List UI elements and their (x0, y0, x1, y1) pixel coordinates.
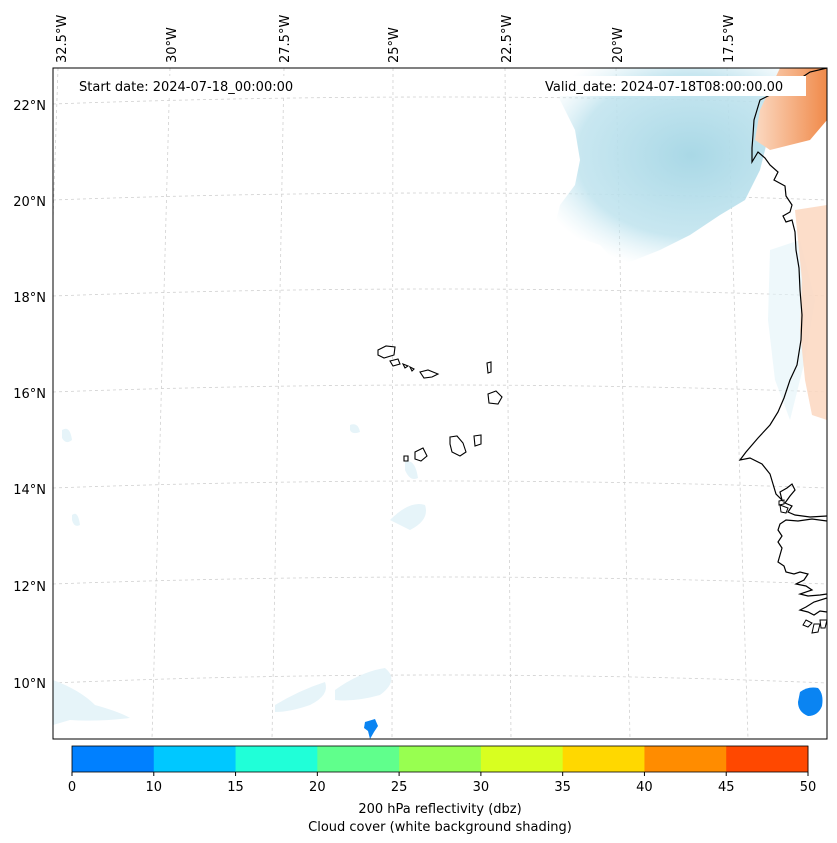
colorbar-tick-label: 40 (636, 780, 653, 795)
colorbar-swatch (153, 746, 237, 772)
gridline-lat-12 (53, 576, 827, 585)
gridline-lat-22 (53, 96, 827, 105)
start-date-box (74, 76, 312, 96)
gridlines (53, 68, 827, 739)
colorbar-label-line2: Cloud cover (white background shading) (308, 820, 572, 835)
colorbar-tick-label: 50 (800, 780, 817, 795)
island-maio (473, 434, 482, 447)
colorbar-swatch (399, 746, 482, 772)
gridline-lat-18 (53, 288, 827, 297)
lon-label-22-5: 22.5°W (500, 15, 515, 63)
gridline-lon-20 (615, 68, 631, 739)
map-border (52, 67, 828, 740)
colorbar-swatches (72, 746, 809, 772)
colorbar-tick-label: 0 (68, 780, 76, 795)
colorbar-tick-label: 30 (473, 780, 490, 795)
colorbar-label-line1: 200 hPa reflectivity (dbz) (358, 802, 521, 817)
coastline-bay (779, 504, 789, 514)
coastline-guinea (798, 597, 827, 616)
island-brava (403, 455, 409, 462)
lon-label-20: 20°W (611, 27, 626, 63)
lat-label-18: 18°N (13, 291, 46, 306)
colorbar-tick-label: 45 (718, 780, 735, 795)
valid-date-box (540, 76, 806, 96)
start-date-label: Start date: 2024-07-18_00:00:00 (79, 80, 293, 95)
lat-label-22: 22°N (13, 99, 46, 114)
cape-verde-islands (377, 345, 503, 462)
colorbar-border (71, 745, 809, 773)
island-sal (486, 361, 492, 374)
gridline-lat-10 (53, 674, 827, 684)
latitude-labels: 22°N 20°N 18°N 16°N 14°N 12°N 10°N (13, 99, 46, 692)
colorbar-swatch (72, 746, 155, 772)
colorbar-tick-label: 25 (391, 780, 408, 795)
colorbar-tick-label: 10 (146, 780, 163, 795)
colorbar-swatch (317, 746, 400, 772)
island-santa-luzia (401, 362, 410, 369)
island-santo-antao (377, 345, 396, 359)
colorbar-swatch (644, 746, 727, 772)
island-boa-vista (487, 390, 503, 405)
coastline-islet (778, 499, 785, 506)
lon-label-32-5: 32.5°W (55, 15, 70, 63)
lat-label-16: 16°N (13, 387, 46, 402)
coastline-south (777, 518, 827, 597)
island-sao-nicolau-main (419, 369, 440, 379)
lon-label-27-5: 27.5°W (278, 15, 293, 63)
colorbar-swatch (480, 746, 564, 772)
longitude-labels: 32.5°W 30°W 27.5°W 25°W 22.5°W 20°W 17.5… (55, 15, 737, 63)
lon-label-30: 30°W (165, 27, 180, 63)
island-sao-vicente (389, 358, 401, 367)
faint-cloud-wisps (53, 424, 426, 725)
lat-label-10: 10°N (13, 677, 46, 692)
colorbar-tick-label: 35 (554, 780, 571, 795)
colorbar-tick-label: 15 (227, 780, 244, 795)
island-santiago (449, 435, 467, 457)
gridline-lon-22-5 (504, 68, 512, 739)
gridline-lon-30 (151, 68, 171, 739)
lat-label-20: 20°N (13, 195, 46, 210)
colorbar-swatch (235, 746, 318, 772)
gridline-lon-17-5 (726, 68, 749, 739)
gridline-lat-20 (53, 192, 827, 201)
lon-label-17-5: 17.5°W (722, 15, 737, 63)
gridline-lat-14 (53, 480, 827, 489)
colorbar-ticks: 0 10 15 20 25 30 35 40 45 50 (68, 772, 816, 795)
lon-label-25: 25°W (387, 27, 402, 63)
coastline-bijagos (802, 619, 827, 634)
gridline-lon-27-5 (271, 68, 285, 739)
lat-label-12: 12°N (13, 580, 46, 595)
warm-shading-coast (795, 205, 827, 420)
reflectivity-blob-south (364, 719, 378, 739)
reflectivity-blob-southeast (798, 687, 823, 716)
valid-date-label: Valid_date: 2024-07-18T08:00:00.00 (545, 80, 783, 95)
colorbar: 0 10 15 20 25 30 35 40 45 50 200 hPa reflectivity… (68, 745, 816, 835)
island-fogo (414, 447, 428, 462)
gridline-lon-25 (391, 68, 394, 739)
african-coastline (738, 68, 827, 518)
colorbar-tick-label: 20 (309, 780, 326, 795)
gridline-lat-16 (53, 384, 827, 393)
island-sao-nicolau (408, 365, 415, 372)
colorbar-swatch (562, 746, 645, 772)
colorbar-swatch (726, 746, 809, 772)
lat-label-14: 14°N (13, 483, 46, 498)
